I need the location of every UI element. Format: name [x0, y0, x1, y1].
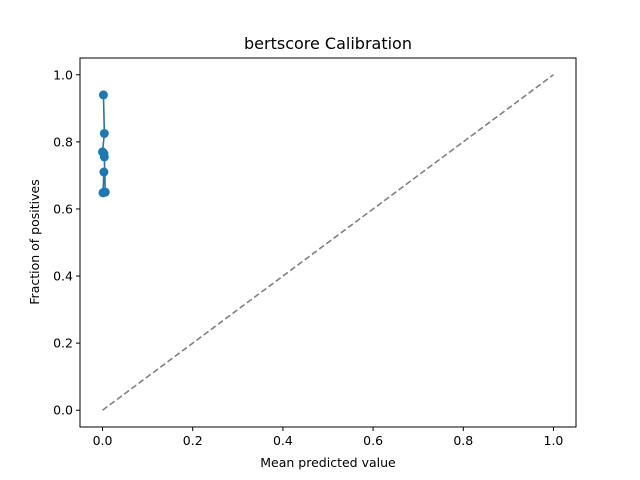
y-tick-label: 0.4 [53, 269, 73, 284]
x-tick-label: 0.8 [453, 433, 473, 448]
x-tick-label: 0.2 [183, 433, 203, 448]
x-tick-label: 0.4 [273, 433, 293, 448]
calibration-point [99, 167, 109, 177]
y-axis-label: Fraction of positives [27, 179, 42, 304]
y-tick-label: 0.8 [53, 134, 73, 149]
calibration-point [98, 188, 108, 198]
axes-frame [79, 57, 577, 428]
calibration-point [99, 128, 109, 138]
y-tick-label: 0.6 [53, 201, 73, 216]
y-tick-label: 0.2 [53, 336, 73, 351]
y-tick-label: 1.0 [53, 67, 73, 82]
x-axis-label: Mean predicted value [260, 455, 396, 470]
x-tick-label: 1.0 [544, 433, 564, 448]
calibration-point [98, 90, 108, 100]
y-tick-label: 0.0 [53, 403, 73, 418]
calibration-point [99, 152, 109, 162]
x-tick-label: 0.0 [93, 433, 113, 448]
x-tick-label: 0.6 [363, 433, 383, 448]
plot-area: 0.0 0.2 0.4 0.6 0.8 1.0 0.0 0.2 0.4 0.6 0.8 1.0 [53, 57, 577, 448]
reference-diagonal-line [102, 74, 554, 411]
chart-title: bertscore Calibration [244, 34, 412, 53]
